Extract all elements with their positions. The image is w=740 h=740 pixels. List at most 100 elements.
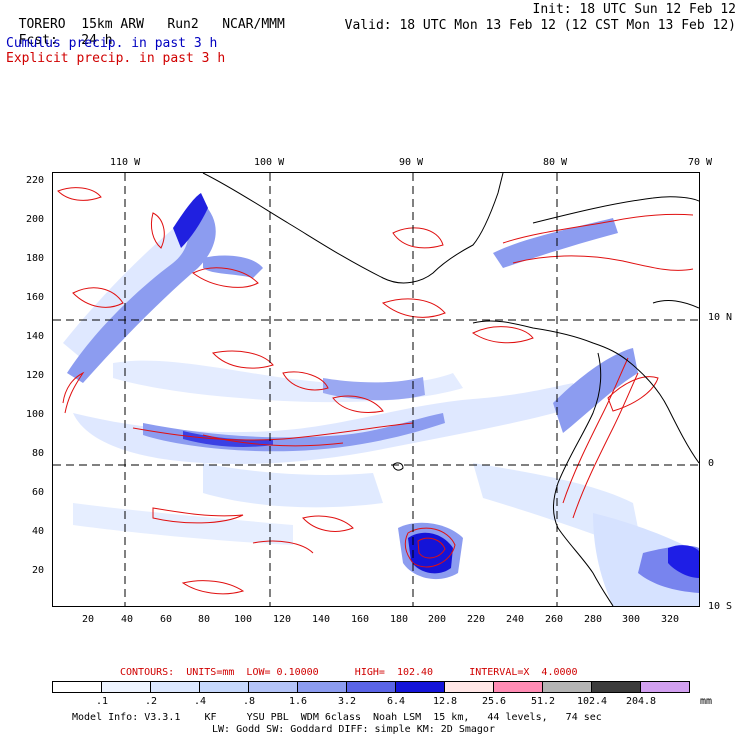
colorbar-cell-13 bbox=[640, 681, 690, 693]
explicit-contour-n-2 bbox=[192, 267, 259, 288]
colorbar-label-7: 6.4 bbox=[386, 696, 406, 707]
explicit-contour-south-center bbox=[404, 527, 456, 568]
y-tick-60: 60 bbox=[32, 487, 45, 498]
colorbar-cell-10 bbox=[493, 681, 543, 693]
y-tick-40: 40 bbox=[32, 526, 45, 537]
explicit-contour-center-2 bbox=[332, 395, 384, 413]
x-tick-180: 180 bbox=[390, 614, 409, 625]
cumulus-heavy-southeast bbox=[668, 545, 699, 578]
explicit-contour-east-3 bbox=[512, 255, 694, 271]
init-time: Init: 18 UTC Sun 12 Feb 12 bbox=[532, 2, 737, 17]
coastline-south-america bbox=[553, 352, 614, 606]
coastline-panama bbox=[472, 320, 629, 362]
x-tick-140: 140 bbox=[312, 614, 331, 625]
y-tick-100: 100 bbox=[26, 409, 45, 420]
lon-label-100w: 100 W bbox=[254, 157, 285, 168]
explicit-contour-south-center-inner bbox=[417, 537, 446, 559]
lon-label-70w: 70 W bbox=[688, 157, 713, 168]
colorbar-cell-9 bbox=[444, 681, 494, 693]
colorbar-label-6: 3.2 bbox=[337, 696, 357, 707]
cumulus-med-band-north bbox=[67, 203, 216, 383]
lon-label-90w: 90 W bbox=[399, 157, 424, 168]
grid-layer bbox=[53, 173, 699, 606]
coastline-layer bbox=[202, 173, 699, 606]
explicit-contour-n-1 bbox=[150, 212, 165, 249]
y-tick-20: 20 bbox=[32, 565, 45, 576]
colorbar-label-4: .8 bbox=[242, 696, 256, 707]
model-info-line-1: Model Info: V3.3.1 KF YSU PBL WDM 6class… bbox=[72, 712, 602, 723]
lon-label-110w: 110 W bbox=[110, 157, 141, 168]
y-tick-80: 80 bbox=[32, 448, 45, 459]
y-tick-220: 220 bbox=[26, 175, 45, 186]
y-tick-120: 120 bbox=[26, 370, 45, 381]
contours-summary: CONTOURS: UNITS=mm LOW= 0.10000 HIGH= 10… bbox=[120, 667, 578, 678]
coastline-caribbean bbox=[532, 196, 699, 224]
x-tick-320: 320 bbox=[661, 614, 680, 625]
lat-label-10s: 10 S bbox=[708, 601, 733, 612]
cumulus-heavy-north bbox=[173, 193, 208, 248]
coastline-mexico-central-america bbox=[202, 173, 504, 284]
cumulus-light-south-1 bbox=[203, 463, 383, 508]
colorbar-label-8: 12.8 bbox=[432, 696, 458, 707]
org-label: NCAR/MMM bbox=[222, 17, 285, 32]
colorbar-label-9: 25.6 bbox=[481, 696, 507, 707]
cumulus-precip-layer bbox=[63, 193, 699, 606]
y-tick-180: 180 bbox=[26, 253, 45, 264]
colorbar-label-10: 51.2 bbox=[530, 696, 556, 707]
map-canvas bbox=[53, 173, 699, 606]
fcst-value: 24 h bbox=[81, 33, 113, 48]
x-tick-40: 40 bbox=[121, 614, 134, 625]
lon-label-80w: 80 W bbox=[543, 157, 568, 168]
coastline-andes bbox=[627, 360, 699, 464]
lat-label-10n: 10 N bbox=[708, 312, 733, 323]
explicit-contour-nw bbox=[62, 371, 85, 414]
explicit-contour-w-1 bbox=[72, 287, 124, 308]
explicit-contour-east-1 bbox=[392, 227, 444, 249]
colorbar-cell-6 bbox=[297, 681, 347, 693]
colorbar-cell-2 bbox=[101, 681, 151, 693]
header-line-1: TORERO 15km ARW Run2 NCAR/MMM bbox=[3, 2, 285, 32]
explicit-contour-east-2 bbox=[502, 213, 694, 244]
precip-map bbox=[52, 172, 700, 607]
lat-label-0: 0 bbox=[708, 458, 715, 469]
colorbar-cell-1 bbox=[52, 681, 102, 693]
x-tick-60: 60 bbox=[160, 614, 173, 625]
x-tick-220: 220 bbox=[467, 614, 486, 625]
explicit-contour-sw-1 bbox=[152, 507, 244, 524]
cumulus-light-low-band bbox=[73, 503, 293, 545]
colorbar-label-5: 1.6 bbox=[288, 696, 308, 707]
explicit-precip-layer bbox=[57, 187, 694, 595]
cumulus-legend-line: Cumulus precip. in past 3 h bbox=[6, 36, 218, 51]
explicit-legend-line: Explicit precip. in past 3 h bbox=[6, 51, 226, 66]
colorbar-cell-5 bbox=[248, 681, 298, 693]
explicit-contour-se-1 bbox=[607, 376, 659, 412]
x-tick-20: 20 bbox=[82, 614, 95, 625]
fcst-label: Fcst: bbox=[18, 33, 58, 48]
colorbar-label-2: .2 bbox=[144, 696, 158, 707]
colorbar-cell-4 bbox=[199, 681, 249, 693]
explicit-contour-itcz-2 bbox=[202, 434, 344, 447]
colorbar-cell-12 bbox=[591, 681, 641, 693]
title: TORERO bbox=[18, 17, 66, 32]
explicit-contour-s-1 bbox=[302, 515, 354, 532]
x-tick-300: 300 bbox=[622, 614, 641, 625]
colorbar-label-3: .4 bbox=[193, 696, 207, 707]
cumulus-heavy-itcz bbox=[183, 431, 273, 447]
coastline-galapagos bbox=[392, 462, 404, 471]
explicit-contour-w-2 bbox=[212, 350, 274, 369]
explicit-contour-center-1 bbox=[282, 371, 329, 391]
colorbar-cell-7 bbox=[346, 681, 396, 693]
x-tick-160: 160 bbox=[351, 614, 370, 625]
explicit-contour-s-2 bbox=[252, 540, 314, 554]
explicit-contour-coast-s-2 bbox=[572, 372, 639, 519]
x-tick-100: 100 bbox=[234, 614, 253, 625]
valid-time: Valid: 18 UTC Mon 13 Feb 12 (12 CST Mon … bbox=[344, 18, 736, 33]
model-label: 15km ARW bbox=[81, 17, 144, 32]
colorbar-cell-11 bbox=[542, 681, 592, 693]
x-tick-260: 260 bbox=[545, 614, 564, 625]
coastline-sa-east bbox=[652, 300, 699, 309]
x-tick-200: 200 bbox=[428, 614, 447, 625]
y-tick-140: 140 bbox=[26, 331, 45, 342]
cumulus-med-mid bbox=[323, 377, 425, 401]
x-tick-240: 240 bbox=[506, 614, 525, 625]
